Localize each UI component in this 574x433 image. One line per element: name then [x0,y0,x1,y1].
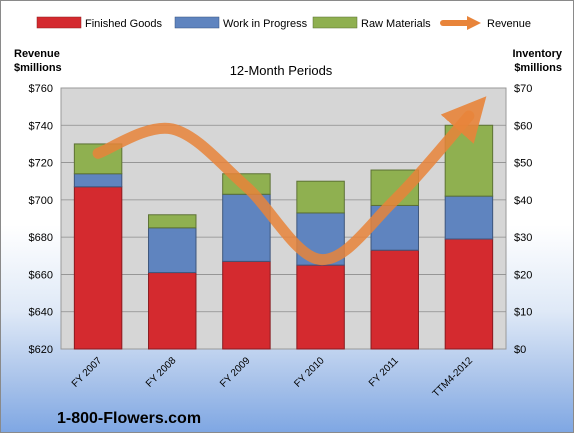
revenue-line [92,96,487,265]
legend-label-raw-materials: Raw Materials [361,18,431,30]
legend-swatch-raw-materials [312,16,358,29]
bar-highlight [223,195,270,198]
bar-raw-materials [148,214,197,229]
right-axis-ticks: $0 $10 $20 $30 $40 $50 $60 $70 [514,83,532,356]
bar-raw-materials [296,180,345,214]
right-tick-label: $70 [514,83,532,95]
bar-highlight [372,251,418,254]
bar-highlight [223,174,270,178]
legend-label-work-in-progress: Work in Progress [223,18,308,30]
right-tick-label: $40 [514,195,532,207]
right-axis-label-line1: Inventory [512,48,562,60]
bar-highlight [75,174,121,178]
bar-finished-goods [296,264,345,350]
plot-area [60,87,507,350]
left-tick-label: $720 [29,158,53,170]
legend-swatch-finished-goods [36,16,82,29]
category-label: FY 2009 [218,355,253,390]
left-axis-label-line1: Revenue [14,48,60,60]
left-axis-ticks: $620 $640 $660 $680 $700 $720 $740 $760 [29,83,53,356]
bar-highlight [372,171,418,174]
bar-finished-goods [370,249,419,350]
right-tick-label: $60 [514,120,532,132]
bar-highlight [149,228,195,232]
legend-label-revenue: Revenue [487,18,531,30]
right-tick-label: $30 [514,232,532,244]
bar-work-in-progress [444,195,494,240]
bar-finished-goods [148,272,197,350]
category-label: TTM4-2012 [431,355,476,400]
legend-label-finished-goods: Finished Goods [85,18,163,30]
category-label: FY 2008 [144,355,179,390]
right-axis-label-line2: $millions [514,62,562,74]
chart-title: 12-Month Periods [230,63,333,78]
left-tick-label: $680 [29,232,53,244]
left-tick-label: $620 [29,344,53,356]
bar-finished-goods [222,260,271,350]
bar-highlight [75,187,121,191]
right-tick-label: $20 [514,269,532,281]
bar-highlight [446,197,492,200]
bar-highlight [149,273,195,277]
bar-highlight [75,144,121,148]
left-tick-label: $640 [29,307,53,319]
bar-highlight [446,240,492,243]
bar-work-in-progress [148,227,197,274]
bar-highlight [297,266,344,269]
right-tick-label: $10 [514,307,532,319]
bar-highlight [297,213,344,217]
legend-arrow-icon [467,16,481,30]
right-tick-label: $0 [514,344,526,356]
bar-finished-goods [73,186,123,350]
bar-highlight [297,182,344,185]
legend-swatch-work-in-progress [174,16,220,29]
category-label: FY 2010 [292,355,327,390]
category-labels: FY 2007 FY 2008 FY 2009 FY 2010 FY 2011 TTM4-… [70,355,476,400]
left-tick-label: $760 [29,83,53,95]
legend: Finished Goods Work in Progress Raw Mate… [36,16,531,30]
left-tick-label: $700 [29,195,53,207]
brand-name: 1-800-Flowers.com [57,410,201,427]
right-tick-label: $50 [514,158,532,170]
bar-highlight [223,262,270,265]
bar-highlight [149,215,195,219]
category-label: FY 2007 [70,355,105,390]
left-tick-label: $660 [29,269,53,281]
bar-finished-goods [444,238,494,350]
left-tick-label: $740 [29,120,53,132]
category-label: FY 2011 [367,355,401,389]
left-axis-label-line2: $millions [14,62,62,74]
